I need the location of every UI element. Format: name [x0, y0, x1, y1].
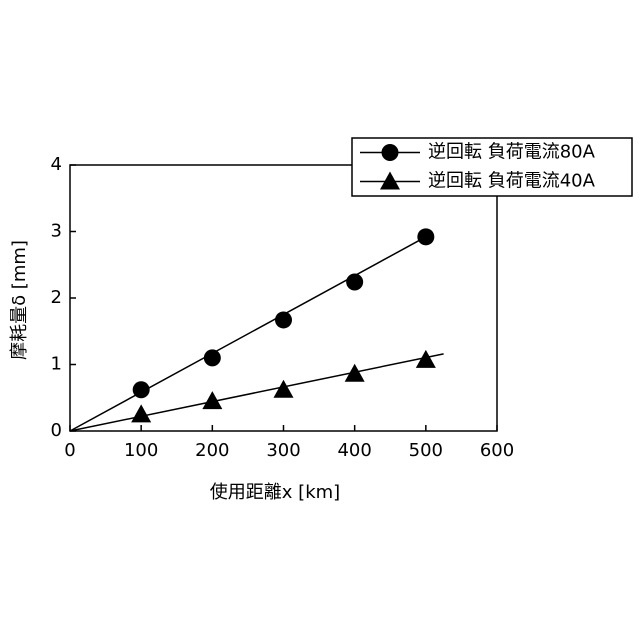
marker-circle	[133, 381, 150, 398]
marker-circle	[382, 144, 399, 161]
y-axis-label: 摩耗量δ [mm]	[9, 240, 30, 360]
marker-circle	[417, 228, 434, 245]
x-tick-label: 0	[64, 440, 75, 461]
x-tick-label: 200	[195, 440, 229, 461]
x-tick-label: 500	[409, 440, 443, 461]
legend-label: 逆回転 負荷電流40A	[428, 171, 596, 192]
x-axis-label: 使用距離x [km]	[210, 482, 340, 503]
x-tick-label: 400	[337, 440, 371, 461]
x-tick-label: 100	[124, 440, 158, 461]
marker-circle	[204, 349, 221, 366]
chart: 使用距離x [km] 摩耗量δ [mm] 0 100 200 300 400 500 600…	[0, 0, 640, 640]
y-tick-label: 3	[51, 221, 62, 242]
legend-label: 逆回転 負荷電流80A	[428, 142, 596, 163]
y-tick-label: 1	[51, 354, 62, 375]
background	[0, 0, 640, 640]
y-tick-label: 4	[51, 154, 62, 175]
y-tick-label: 2	[51, 287, 62, 308]
marker-circle	[275, 311, 292, 328]
y-tick-label: 0	[51, 420, 62, 441]
x-tick-label: 600	[480, 440, 514, 461]
marker-circle	[346, 274, 363, 291]
x-tick-label: 300	[266, 440, 300, 461]
